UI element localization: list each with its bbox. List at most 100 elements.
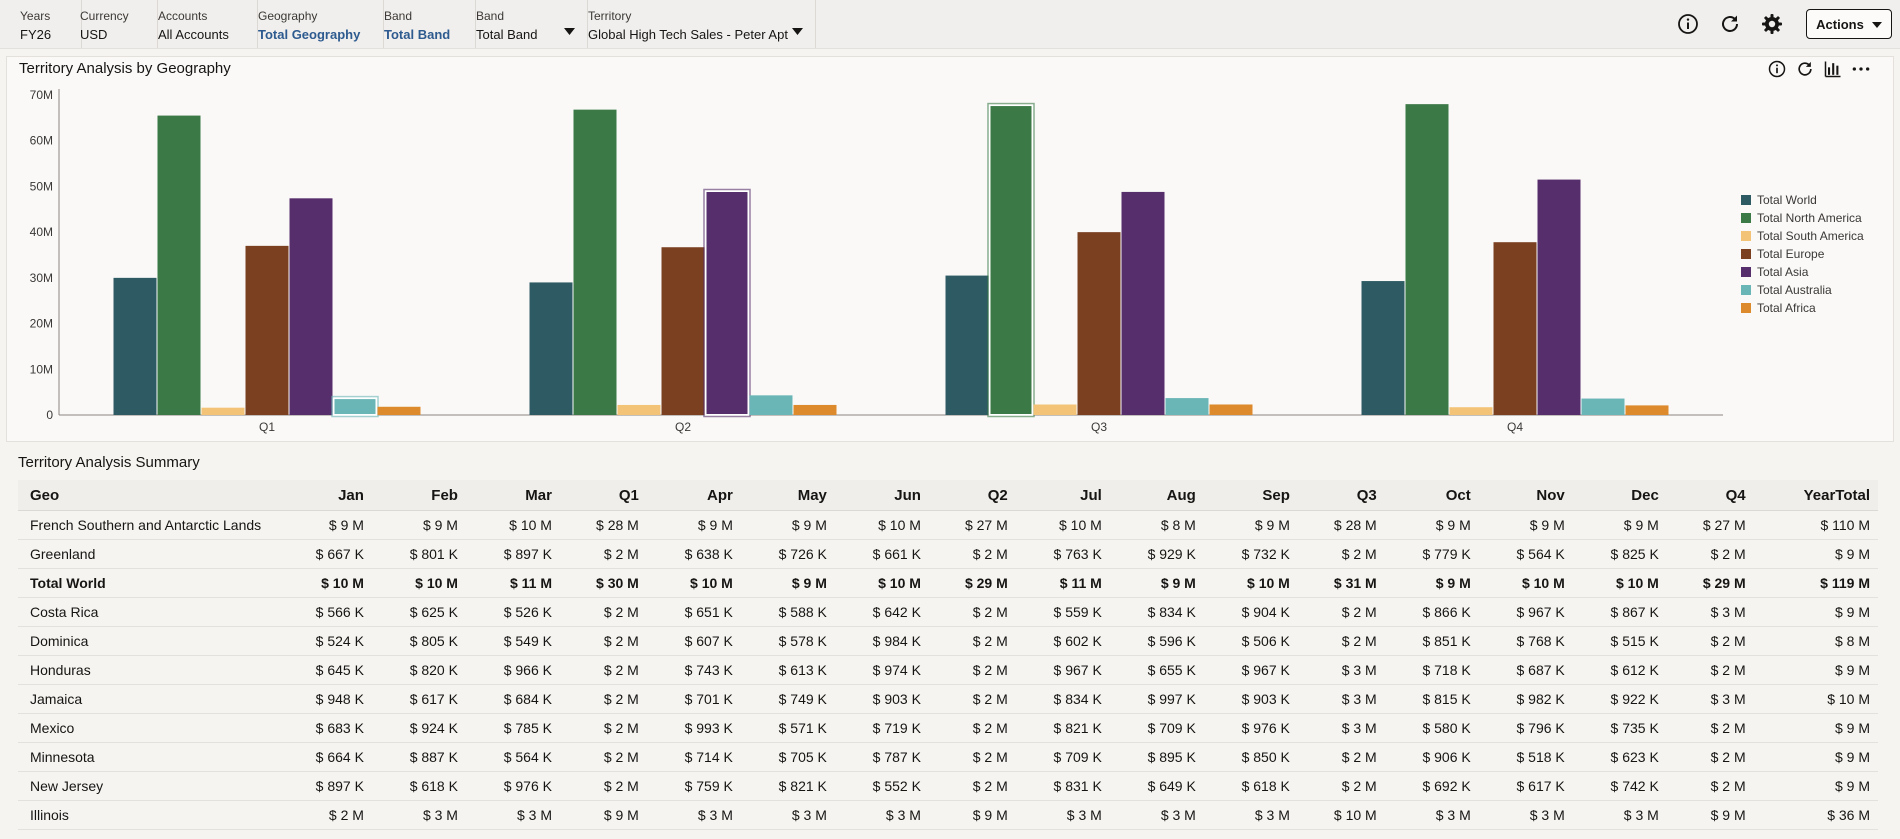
value-cell[interactable]: $ 821 K (1015, 713, 1110, 743)
column-header-oct[interactable]: Oct (1384, 480, 1479, 511)
value-cell[interactable]: $ 821 K (740, 771, 835, 801)
geo-cell[interactable]: Mexico (18, 713, 288, 743)
bar-total-europe-q2[interactable] (661, 247, 705, 415)
table-row[interactable]: Total World $ 10 M $ 10 M $ 11 M $ 30 M $ 10 … (18, 568, 1878, 598)
value-cell[interactable]: $ 9 M (1753, 655, 1878, 685)
value-cell[interactable]: $ 623 K (1572, 742, 1667, 772)
value-cell[interactable]: $ 2 M (928, 626, 1016, 656)
legend-item[interactable]: Total Australia (1741, 281, 1864, 299)
column-header-q2[interactable]: Q2 (928, 480, 1016, 511)
table-row[interactable]: Honduras $ 645 K $ 820 K $ 966 K $ 2 M $ 743 … (18, 655, 1878, 685)
geo-cell[interactable]: Jamaica (18, 684, 288, 714)
column-header-apr[interactable]: Apr (646, 480, 741, 511)
column-header-q1[interactable]: Q1 (559, 480, 647, 511)
value-cell[interactable]: $ 10 M (1297, 800, 1385, 830)
value-cell[interactable]: $ 684 K (465, 684, 560, 714)
value-cell[interactable]: $ 749 K (740, 684, 835, 714)
column-header-aug[interactable]: Aug (1109, 480, 1204, 511)
geo-cell[interactable]: Total World (18, 568, 288, 598)
value-cell[interactable]: $ 645 K (287, 655, 372, 685)
value-cell[interactable]: $ 10 M (287, 568, 372, 598)
value-cell[interactable]: $ 2 M (1297, 626, 1385, 656)
value-cell[interactable]: $ 110 M (1753, 510, 1878, 540)
value-cell[interactable]: $ 3 M (1478, 800, 1573, 830)
value-cell[interactable]: $ 2 M (559, 655, 647, 685)
value-cell[interactable]: $ 618 K (1203, 771, 1298, 801)
value-cell[interactable]: $ 687 K (1478, 655, 1573, 685)
bar-total-africa-q2[interactable] (793, 404, 837, 415)
column-header-mar[interactable]: Mar (465, 480, 560, 511)
geo-cell[interactable]: Minnesota (18, 742, 288, 772)
value-cell[interactable]: $ 655 K (1109, 655, 1204, 685)
value-cell[interactable]: $ 2 M (1666, 626, 1754, 656)
value-cell[interactable]: $ 3 M (740, 800, 835, 830)
pov-item-currency-1[interactable]: Currency USD (80, 0, 158, 48)
value-cell[interactable]: $ 997 K (1109, 684, 1204, 714)
value-cell[interactable]: $ 578 K (740, 626, 835, 656)
value-cell[interactable]: $ 2 M (559, 626, 647, 656)
value-cell[interactable]: $ 638 K (646, 539, 741, 569)
bar-total-asia-q1[interactable] (289, 198, 333, 415)
value-cell[interactable]: $ 834 K (1109, 597, 1204, 627)
value-cell[interactable]: $ 518 K (1478, 742, 1573, 772)
value-cell[interactable]: $ 866 K (1384, 597, 1479, 627)
value-cell[interactable]: $ 9 M (646, 510, 741, 540)
value-cell[interactable]: $ 2 M (559, 713, 647, 743)
value-cell[interactable]: $ 922 K (1572, 684, 1667, 714)
value-cell[interactable]: $ 9 M (740, 568, 835, 598)
value-cell[interactable]: $ 2 M (1666, 655, 1754, 685)
bar-total-africa-q3[interactable] (1209, 404, 1253, 415)
value-cell[interactable]: $ 867 K (1572, 597, 1667, 627)
value-cell[interactable]: $ 732 K (1203, 539, 1298, 569)
column-header-jul[interactable]: Jul (1015, 480, 1110, 511)
column-header-q4[interactable]: Q4 (1666, 480, 1754, 511)
value-cell[interactable]: $ 29 M (928, 568, 1016, 598)
info-icon[interactable] (1676, 12, 1700, 36)
value-cell[interactable]: $ 2 M (559, 539, 647, 569)
value-cell[interactable]: $ 993 K (646, 713, 741, 743)
pov-value[interactable]: Total Geography (258, 27, 361, 42)
actions-button[interactable]: Actions (1806, 9, 1892, 39)
table-row[interactable]: French Southern and Antarctic Lands $ 9 M… (18, 510, 1878, 540)
value-cell[interactable]: $ 9 M (1109, 568, 1204, 598)
value-cell[interactable]: $ 3 M (465, 800, 560, 830)
value-cell[interactable]: $ 612 K (1572, 655, 1667, 685)
value-cell[interactable]: $ 11 M (1015, 568, 1110, 598)
pov-item-territory-6[interactable]: Territory Global High Tech Sales - Peter … (588, 0, 816, 48)
value-cell[interactable]: $ 9 M (1753, 713, 1878, 743)
bar-total-australia-q4[interactable] (1581, 398, 1625, 415)
value-cell[interactable]: $ 801 K (371, 539, 466, 569)
value-cell[interactable]: $ 705 K (740, 742, 835, 772)
value-cell[interactable]: $ 8 M (1753, 626, 1878, 656)
table-row[interactable]: Illinois $ 2 M $ 3 M $ 3 M $ 9 M $ 3 M $ 3 M $ … (18, 800, 1878, 830)
refresh-icon[interactable] (1795, 59, 1815, 79)
value-cell[interactable]: $ 9 M (1753, 539, 1878, 569)
value-cell[interactable]: $ 649 K (1109, 771, 1204, 801)
bar-total-europe-q3[interactable] (1077, 232, 1121, 415)
column-header-sep[interactable]: Sep (1203, 480, 1298, 511)
value-cell[interactable]: $ 2 M (1297, 597, 1385, 627)
value-cell[interactable]: $ 967 K (1478, 597, 1573, 627)
value-cell[interactable]: $ 2 M (559, 742, 647, 772)
bar-total-north-america-q4[interactable] (1405, 104, 1449, 415)
value-cell[interactable]: $ 763 K (1015, 539, 1110, 569)
value-cell[interactable]: $ 602 K (1015, 626, 1110, 656)
geo-cell[interactable]: New Jersey (18, 771, 288, 801)
value-cell[interactable]: $ 718 K (1384, 655, 1479, 685)
value-cell[interactable]: $ 9 M (1572, 510, 1667, 540)
value-cell[interactable]: $ 10 M (646, 568, 741, 598)
value-cell[interactable]: $ 526 K (465, 597, 560, 627)
value-cell[interactable]: $ 617 K (1478, 771, 1573, 801)
value-cell[interactable]: $ 974 K (834, 655, 929, 685)
value-cell[interactable]: $ 2 M (928, 597, 1016, 627)
value-cell[interactable]: $ 692 K (1384, 771, 1479, 801)
dropdown-caret-icon[interactable] (564, 27, 575, 39)
geo-cell[interactable]: Greenland (18, 539, 288, 569)
bar-total-world-q4[interactable] (1361, 281, 1405, 415)
bar-total-world-q2[interactable] (529, 282, 573, 415)
geo-cell[interactable]: Honduras (18, 655, 288, 685)
pov-item-accounts-2[interactable]: Accounts All Accounts (158, 0, 258, 48)
settings-icon[interactable] (1760, 12, 1784, 36)
value-cell[interactable]: $ 9 M (1384, 510, 1479, 540)
value-cell[interactable]: $ 2 M (1297, 742, 1385, 772)
